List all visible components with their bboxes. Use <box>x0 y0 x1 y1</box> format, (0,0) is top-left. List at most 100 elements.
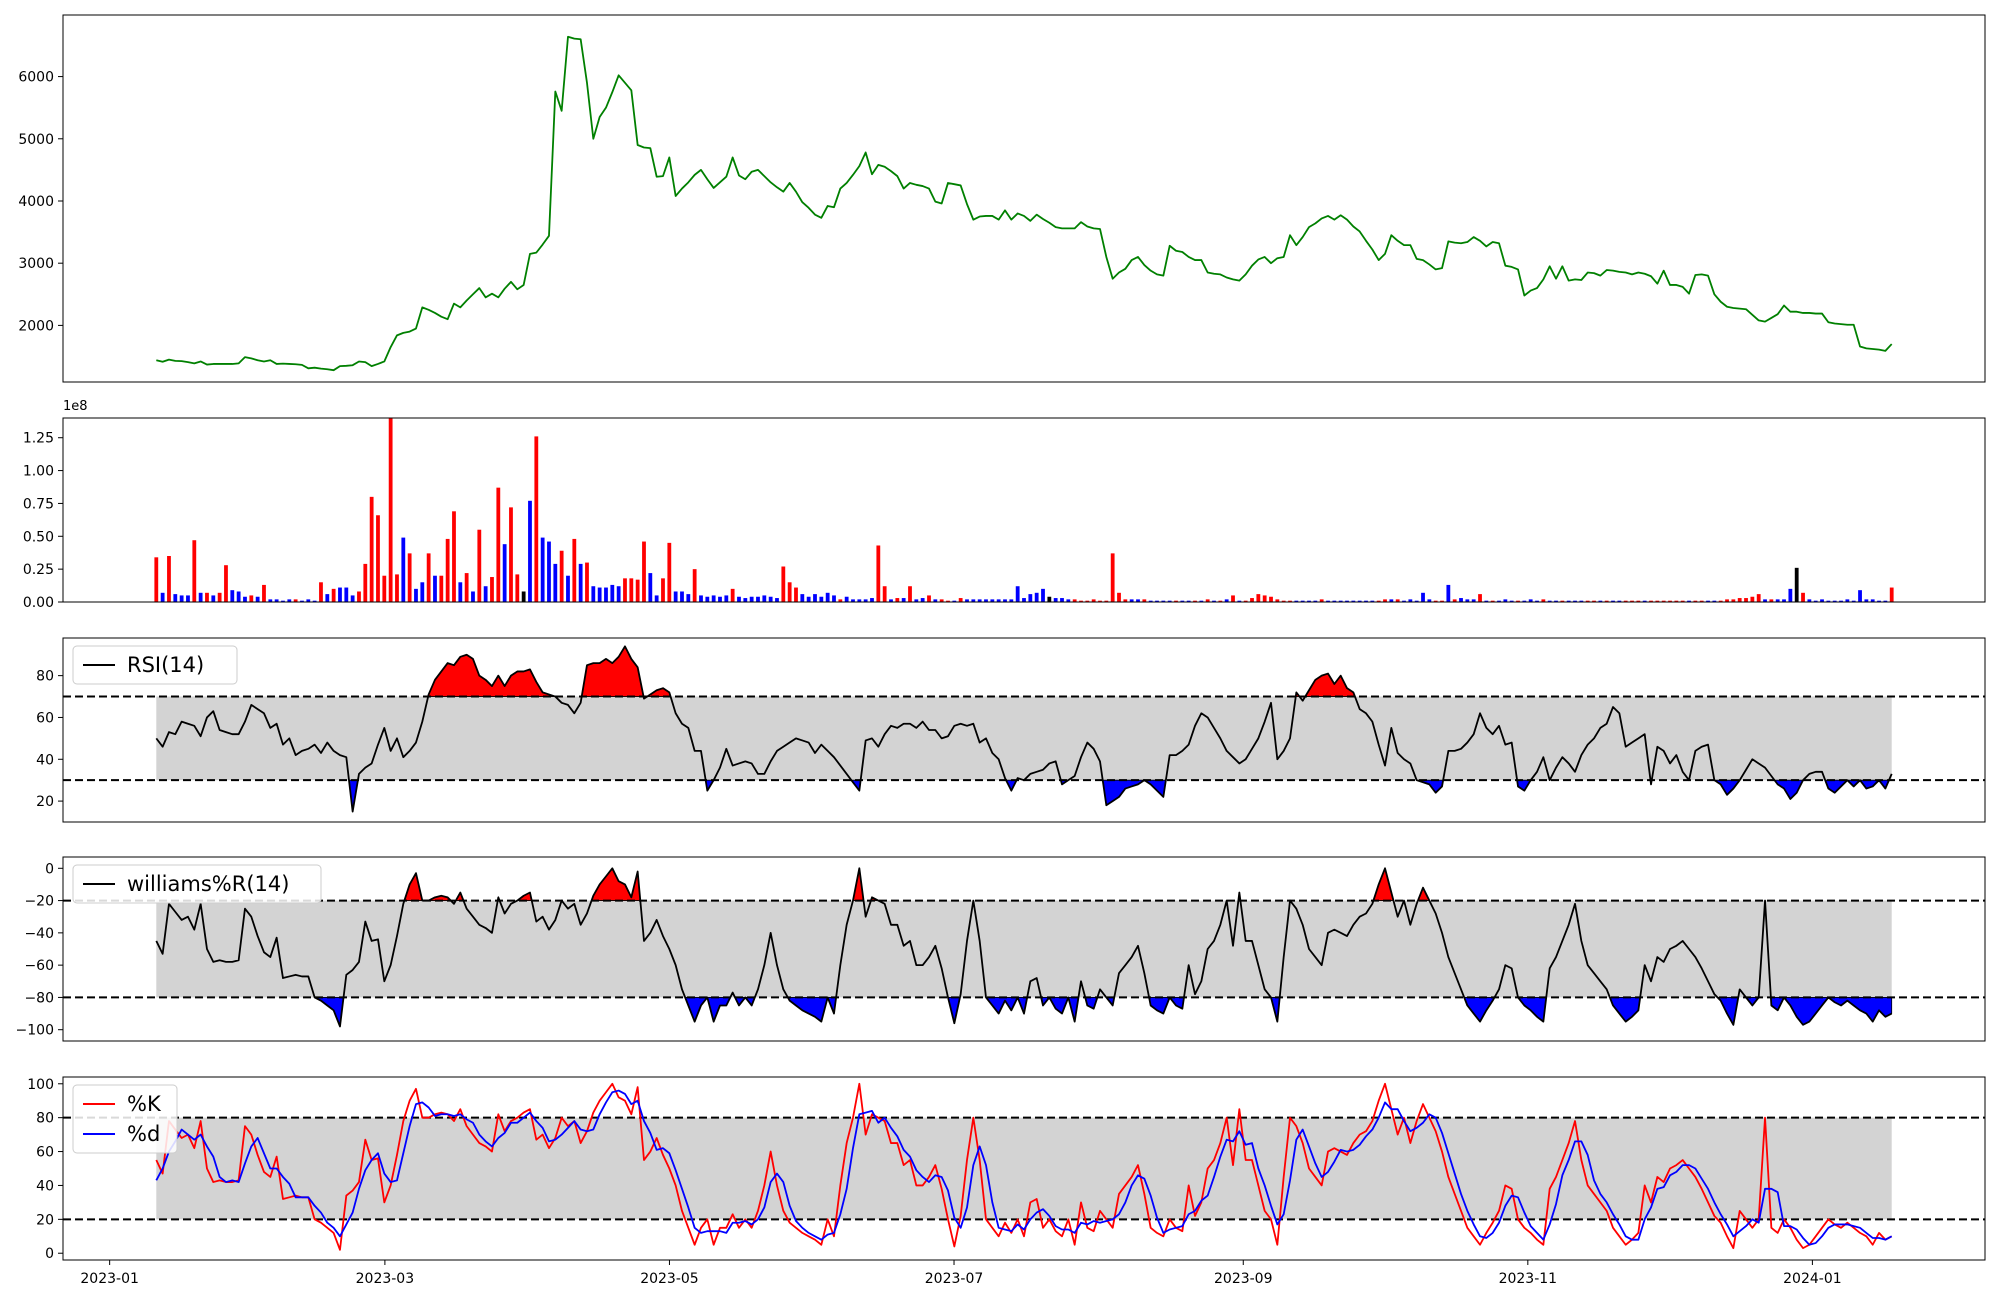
williams-r-neutral-band <box>156 900 1892 998</box>
volume-bar <box>388 418 393 602</box>
volume-bar <box>1877 600 1881 602</box>
volume-bar <box>1034 592 1039 602</box>
volume-bar <box>971 599 976 602</box>
rsi-ytick-label: 40 <box>36 752 54 768</box>
volume-bar <box>1680 600 1685 602</box>
price-ytick-label: 4000 <box>18 194 54 210</box>
volume-bar <box>1256 594 1261 602</box>
volume-bar <box>1148 600 1153 602</box>
volume-bar <box>1794 567 1799 602</box>
volume-bar <box>420 582 425 602</box>
volume-bar <box>1769 599 1774 602</box>
volume-bar <box>1813 600 1818 602</box>
williams-r-ytick-label: −20 <box>24 894 54 910</box>
volume-bar <box>743 598 748 602</box>
volume-bar <box>1737 598 1742 602</box>
volume-bar <box>1022 598 1026 602</box>
xtick-label: 2023-09 <box>1214 1271 1273 1287</box>
volume-bar <box>1693 600 1698 602</box>
volume-bar <box>338 587 342 602</box>
stochastic-legend: %K %d <box>72 1084 178 1154</box>
volume-bar <box>312 600 317 602</box>
volume-bar <box>927 595 931 602</box>
volume-bar <box>616 586 621 602</box>
volume-bar <box>933 599 938 602</box>
volume-bar <box>350 595 355 602</box>
rsi-ytick-label: 80 <box>36 669 54 685</box>
volume-ytick-label: 0.25 <box>23 562 54 578</box>
volume-bar <box>781 566 786 602</box>
volume-bar <box>192 540 197 602</box>
rsi-neutral-band <box>156 696 1892 781</box>
volume-bar <box>1395 599 1400 602</box>
volume-bar <box>1687 600 1691 602</box>
volume-bar <box>1319 599 1324 602</box>
volume-bar <box>1161 600 1166 602</box>
volume-bar <box>1307 600 1311 602</box>
volume-bar <box>1509 600 1514 602</box>
rsi-frame <box>62 637 1986 823</box>
volume-bar <box>1104 600 1109 602</box>
volume-bar <box>262 584 266 602</box>
volume-bar <box>534 436 539 602</box>
volume-bar <box>635 579 640 602</box>
volume-bar <box>540 537 545 602</box>
price-ytick-label: 3000 <box>18 256 54 272</box>
volume-bar <box>787 582 792 602</box>
volume-bar <box>1281 600 1286 602</box>
volume-bar <box>1224 599 1229 602</box>
volume-bar <box>1440 600 1444 602</box>
volume-bar <box>1199 600 1204 602</box>
volume-bar <box>572 538 577 602</box>
volume-bar <box>502 544 507 602</box>
volume-bar <box>629 578 634 602</box>
volume-bar <box>1098 600 1102 602</box>
volume-bar <box>243 596 247 602</box>
volume-bar <box>800 594 805 602</box>
volume-bar <box>623 578 627 602</box>
volume-bar <box>236 591 241 602</box>
volume-bar <box>1573 600 1577 602</box>
volume-bar <box>1845 599 1850 602</box>
volume-bar <box>768 596 773 602</box>
volume-bar <box>1604 600 1609 602</box>
volume-bar <box>1212 600 1216 602</box>
volume-bar <box>559 550 564 602</box>
volume-bar <box>775 598 779 602</box>
stochastic-ytick-label: 80 <box>36 1111 54 1127</box>
volume-bar <box>249 595 254 602</box>
volume-bar <box>167 556 171 602</box>
volume-bar <box>1807 599 1812 602</box>
xtick-label: 2023-11 <box>1499 1271 1558 1287</box>
volume-bar <box>1250 598 1254 602</box>
volume-bar <box>1864 599 1869 602</box>
volume-bar <box>1231 595 1235 602</box>
williams-r-legend-label: williams%R(14) <box>127 872 289 896</box>
stochastic-d-line <box>155 1089 1893 1246</box>
volume-bar <box>1801 592 1805 602</box>
volume-bar <box>483 586 488 602</box>
volume-bar <box>1174 600 1178 602</box>
volume-bar <box>1313 600 1318 602</box>
volume-bar <box>1345 600 1349 602</box>
volume-bar <box>794 587 798 602</box>
stochastic-ytick-label: 40 <box>36 1178 54 1194</box>
volume-bar <box>439 575 444 602</box>
volume-bar <box>642 541 646 602</box>
volume-bar <box>1744 598 1748 602</box>
volume-bar <box>382 575 387 602</box>
volume-bar <box>749 596 754 602</box>
stochastic-panel: 0 20 40 60 80 100 %K %d 2023-01 2023-03 2023-05 202… <box>27 1076 1986 1287</box>
volume-bar <box>293 599 298 602</box>
stochastic-ytick-label: 20 <box>36 1212 54 1228</box>
volume-bar <box>1503 599 1508 602</box>
stochastic-neutral-band <box>156 1117 1892 1220</box>
williams-r-frame <box>62 856 1986 1042</box>
volume-bar <box>1642 600 1647 602</box>
volume-bar <box>319 582 323 602</box>
volume-bar <box>255 596 260 602</box>
volume-ytick-label: 1.00 <box>23 464 54 480</box>
volume-bar <box>984 599 988 602</box>
williams-r-ytick-label: −100 <box>16 1023 54 1039</box>
volume-bar <box>1459 598 1463 602</box>
